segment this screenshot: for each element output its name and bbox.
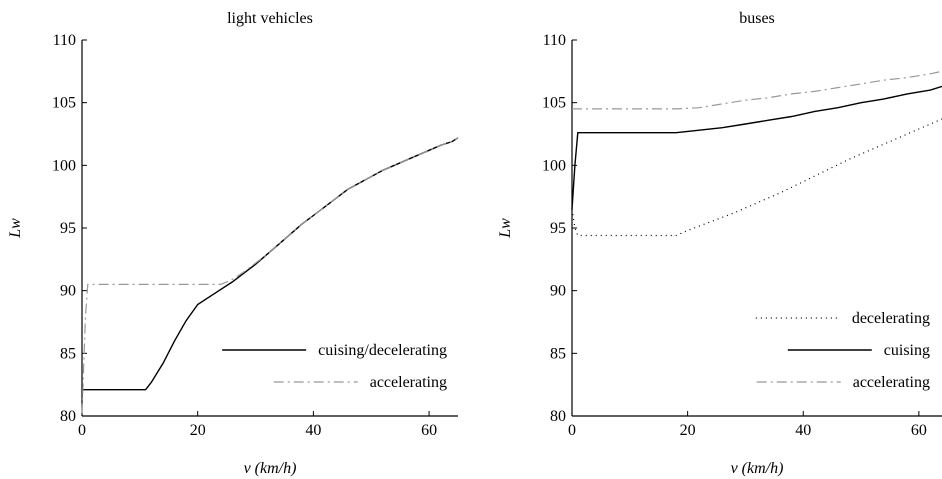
legend-label: accelerating [370,374,447,391]
y-tick-label: 95 [60,220,76,237]
series-line-accelerating [81,137,459,414]
x-tick-label: 20 [680,422,696,439]
x-axis-label: v (km/h) [244,460,297,477]
x-axis-label: v (km/h) [731,460,784,477]
y-axis-label: Lw [497,218,514,239]
y-tick-label: 110 [53,32,76,49]
y-tick-label: 90 [550,283,566,300]
y-tick-label: 90 [60,283,76,300]
chart-title: buses [739,10,775,27]
y-tick-label: 80 [60,408,76,425]
x-tick-label: 20 [190,422,206,439]
legend-label: accelerating [853,374,930,391]
y-tick-label: 85 [60,345,76,362]
legend-label: cuising/decelerating [318,342,447,359]
chart-light-vehicles: light vehicles v (km/h) Lw 80 85 90 95 100 10… [7,10,459,477]
x-tick-label: 60 [421,422,437,439]
x-tick-label: 60 [911,422,927,439]
x-tick-label: 40 [305,422,321,439]
legend-label: cuising [884,342,930,359]
y-tick-label: 105 [542,95,566,112]
chart-title: light vehicles [227,10,313,27]
legend-label: decelerating [852,310,930,327]
series-line-decelerating [571,118,942,237]
y-tick-label: 95 [550,220,566,237]
x-tick-label: 0 [568,422,576,439]
series-line-accelerating [572,70,942,110]
y-tick-label: 100 [542,157,566,174]
y-tick-label: 105 [52,95,76,112]
chart-buses: buses v (km/h) Lw 80 85 90 95 100 105 110 0 20 40… [497,10,942,477]
y-tick-label: 110 [543,32,566,49]
y-axis-label: Lw [7,218,24,239]
y-tick-label: 100 [52,157,76,174]
y-tick-label: 85 [550,345,566,362]
x-tick-label: 40 [795,422,811,439]
y-tick-label: 80 [550,408,566,425]
x-tick-label: 0 [78,422,86,439]
series-line-cuising [571,85,942,210]
